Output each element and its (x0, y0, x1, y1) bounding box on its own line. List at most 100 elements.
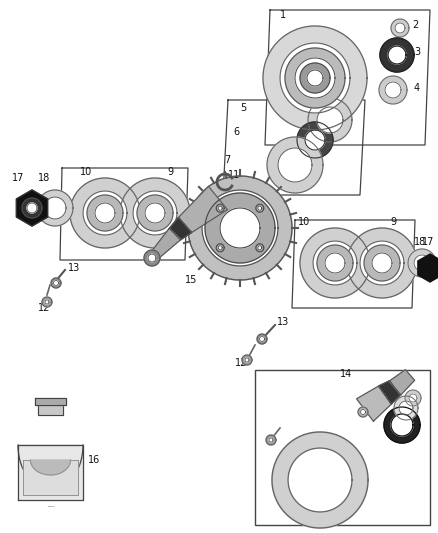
Polygon shape (22, 198, 42, 218)
Polygon shape (220, 208, 260, 248)
Polygon shape (357, 386, 392, 421)
Polygon shape (267, 137, 323, 193)
Polygon shape (60, 168, 188, 260)
Polygon shape (31, 460, 71, 475)
Text: 17: 17 (12, 173, 25, 183)
Polygon shape (297, 122, 333, 158)
Polygon shape (259, 336, 265, 342)
Polygon shape (394, 396, 418, 420)
Text: 5: 5 (240, 103, 246, 113)
Polygon shape (223, 100, 365, 195)
Polygon shape (133, 191, 177, 235)
Text: 4: 4 (414, 83, 420, 93)
Text: ___: ___ (47, 502, 54, 507)
Polygon shape (37, 190, 73, 226)
Polygon shape (16, 190, 48, 226)
Polygon shape (202, 190, 278, 266)
Polygon shape (144, 250, 160, 266)
Polygon shape (120, 178, 190, 248)
Polygon shape (179, 187, 227, 233)
Text: 1: 1 (280, 10, 286, 20)
Polygon shape (360, 241, 404, 285)
Polygon shape (152, 229, 181, 259)
Polygon shape (27, 203, 37, 213)
Bar (255, 370, 430, 525)
Text: 12: 12 (38, 303, 50, 313)
Text: 7: 7 (224, 155, 230, 165)
Polygon shape (44, 197, 66, 219)
Polygon shape (380, 38, 414, 72)
Polygon shape (409, 394, 417, 402)
Polygon shape (216, 244, 224, 252)
Polygon shape (385, 82, 401, 98)
Polygon shape (372, 253, 392, 273)
Polygon shape (414, 255, 430, 271)
Text: 13: 13 (277, 317, 289, 327)
Text: 8: 8 (207, 195, 213, 205)
Polygon shape (70, 178, 140, 248)
Text: 10: 10 (298, 217, 310, 227)
Polygon shape (317, 245, 353, 281)
Polygon shape (170, 217, 192, 240)
Polygon shape (148, 254, 156, 262)
Polygon shape (305, 130, 325, 150)
Polygon shape (18, 445, 83, 490)
Polygon shape (389, 370, 415, 395)
Polygon shape (256, 244, 264, 252)
Polygon shape (83, 191, 127, 235)
Polygon shape (242, 355, 252, 365)
Polygon shape (263, 26, 367, 130)
Polygon shape (53, 280, 59, 286)
Polygon shape (288, 448, 352, 512)
Polygon shape (38, 405, 63, 415)
Polygon shape (308, 98, 352, 142)
Polygon shape (205, 193, 275, 263)
Polygon shape (245, 358, 249, 362)
Polygon shape (408, 249, 436, 277)
Polygon shape (188, 176, 292, 280)
Polygon shape (405, 390, 421, 406)
Polygon shape (278, 148, 312, 182)
Polygon shape (360, 409, 365, 415)
Polygon shape (280, 43, 350, 113)
Text: 6: 6 (233, 127, 239, 137)
Polygon shape (265, 10, 430, 145)
Polygon shape (272, 432, 368, 528)
Text: 9: 9 (390, 217, 396, 227)
Polygon shape (258, 206, 262, 210)
Polygon shape (300, 228, 370, 298)
Text: 17: 17 (422, 237, 434, 247)
Polygon shape (42, 297, 52, 307)
Polygon shape (325, 253, 345, 273)
Polygon shape (23, 460, 78, 495)
Text: 11: 11 (228, 170, 240, 180)
Text: 10: 10 (80, 167, 92, 177)
Polygon shape (395, 23, 405, 33)
Polygon shape (384, 407, 420, 443)
Text: 18: 18 (414, 237, 426, 247)
Polygon shape (45, 300, 49, 304)
Polygon shape (347, 228, 417, 298)
Polygon shape (137, 195, 173, 231)
Text: 16: 16 (88, 455, 100, 465)
Polygon shape (358, 407, 368, 417)
Text: 12: 12 (235, 358, 247, 368)
Polygon shape (292, 220, 415, 308)
Polygon shape (388, 46, 406, 64)
Text: 14: 14 (340, 369, 352, 379)
Polygon shape (379, 381, 400, 404)
Polygon shape (313, 241, 357, 285)
Polygon shape (391, 19, 409, 37)
Text: 2: 2 (412, 20, 418, 30)
Polygon shape (216, 204, 224, 212)
Polygon shape (317, 107, 343, 133)
Polygon shape (256, 204, 264, 212)
Text: 9: 9 (167, 167, 173, 177)
Polygon shape (257, 334, 267, 344)
Polygon shape (87, 195, 123, 231)
Polygon shape (266, 435, 276, 445)
Polygon shape (269, 438, 273, 442)
Polygon shape (35, 398, 66, 405)
Polygon shape (399, 401, 413, 415)
Text: 15: 15 (185, 275, 198, 285)
